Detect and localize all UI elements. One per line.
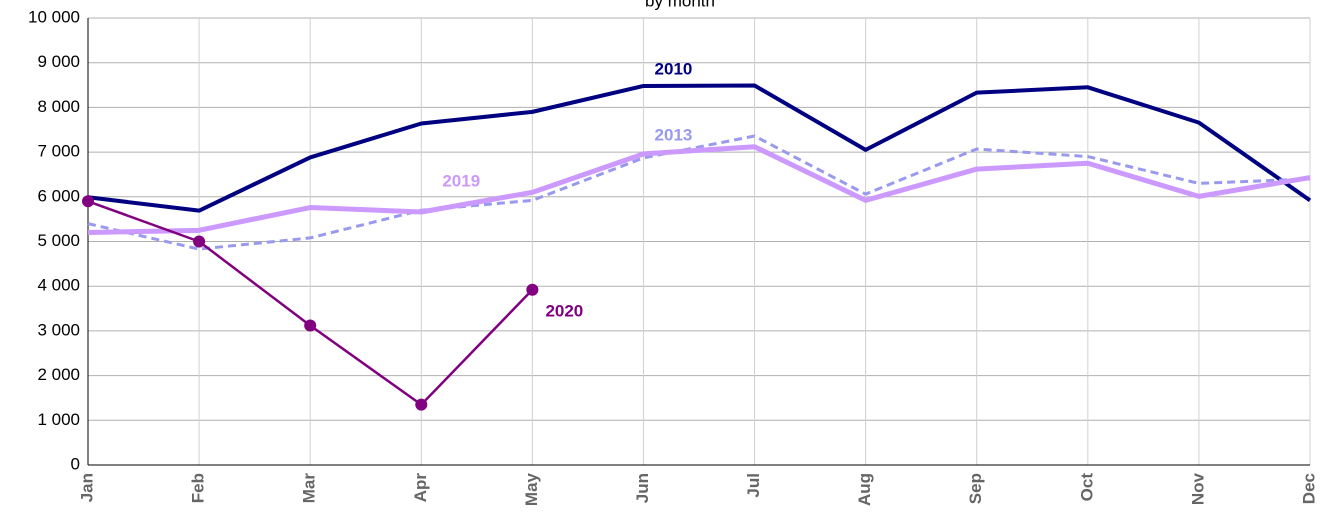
series-label: 2013 [655,125,693,144]
x-tick-label: Dec [1299,473,1318,504]
series-label: 2019 [442,171,480,190]
x-tick-label: Mar [300,473,319,504]
x-tick-label: Jun [633,473,652,503]
line-series [87,144,1311,236]
y-tick-label: 7 000 [37,142,80,161]
y-tick-label: 9 000 [37,52,80,71]
chart-subtitle: by month [645,0,715,10]
series-label: 2020 [545,301,583,320]
x-tick-label: Aug [855,473,874,506]
y-tick-label: 2 000 [37,365,80,384]
y-tick-label: 1 000 [37,410,80,429]
series-label: 2010 [655,59,693,78]
point [415,398,428,411]
x-tick-label: Jul [744,473,763,498]
y-tick-label: 3 000 [37,320,80,339]
x-tick-label: Nov [1188,472,1207,505]
point [304,319,317,332]
y-tick-label: 8 000 [37,97,80,116]
x-tick-label: May [522,472,541,506]
x-tick-label: Feb [189,473,208,503]
x-tick-label: Jan [77,473,96,502]
y-tick-label: 10 000 [28,7,80,26]
point [526,283,539,296]
y-tick-label: 4 000 [37,276,80,295]
x-tick-label: Oct [1077,473,1096,502]
y-tick-label: 5 000 [37,231,80,250]
y-tick-label: 6 000 [37,186,80,205]
x-tick-label: Apr [411,473,430,503]
line-series [87,134,1311,251]
point [82,195,94,208]
point [193,235,206,248]
x-tick-label: Sep [966,473,985,504]
line-series [87,83,1312,213]
y-tick-label: 0 [71,454,80,473]
